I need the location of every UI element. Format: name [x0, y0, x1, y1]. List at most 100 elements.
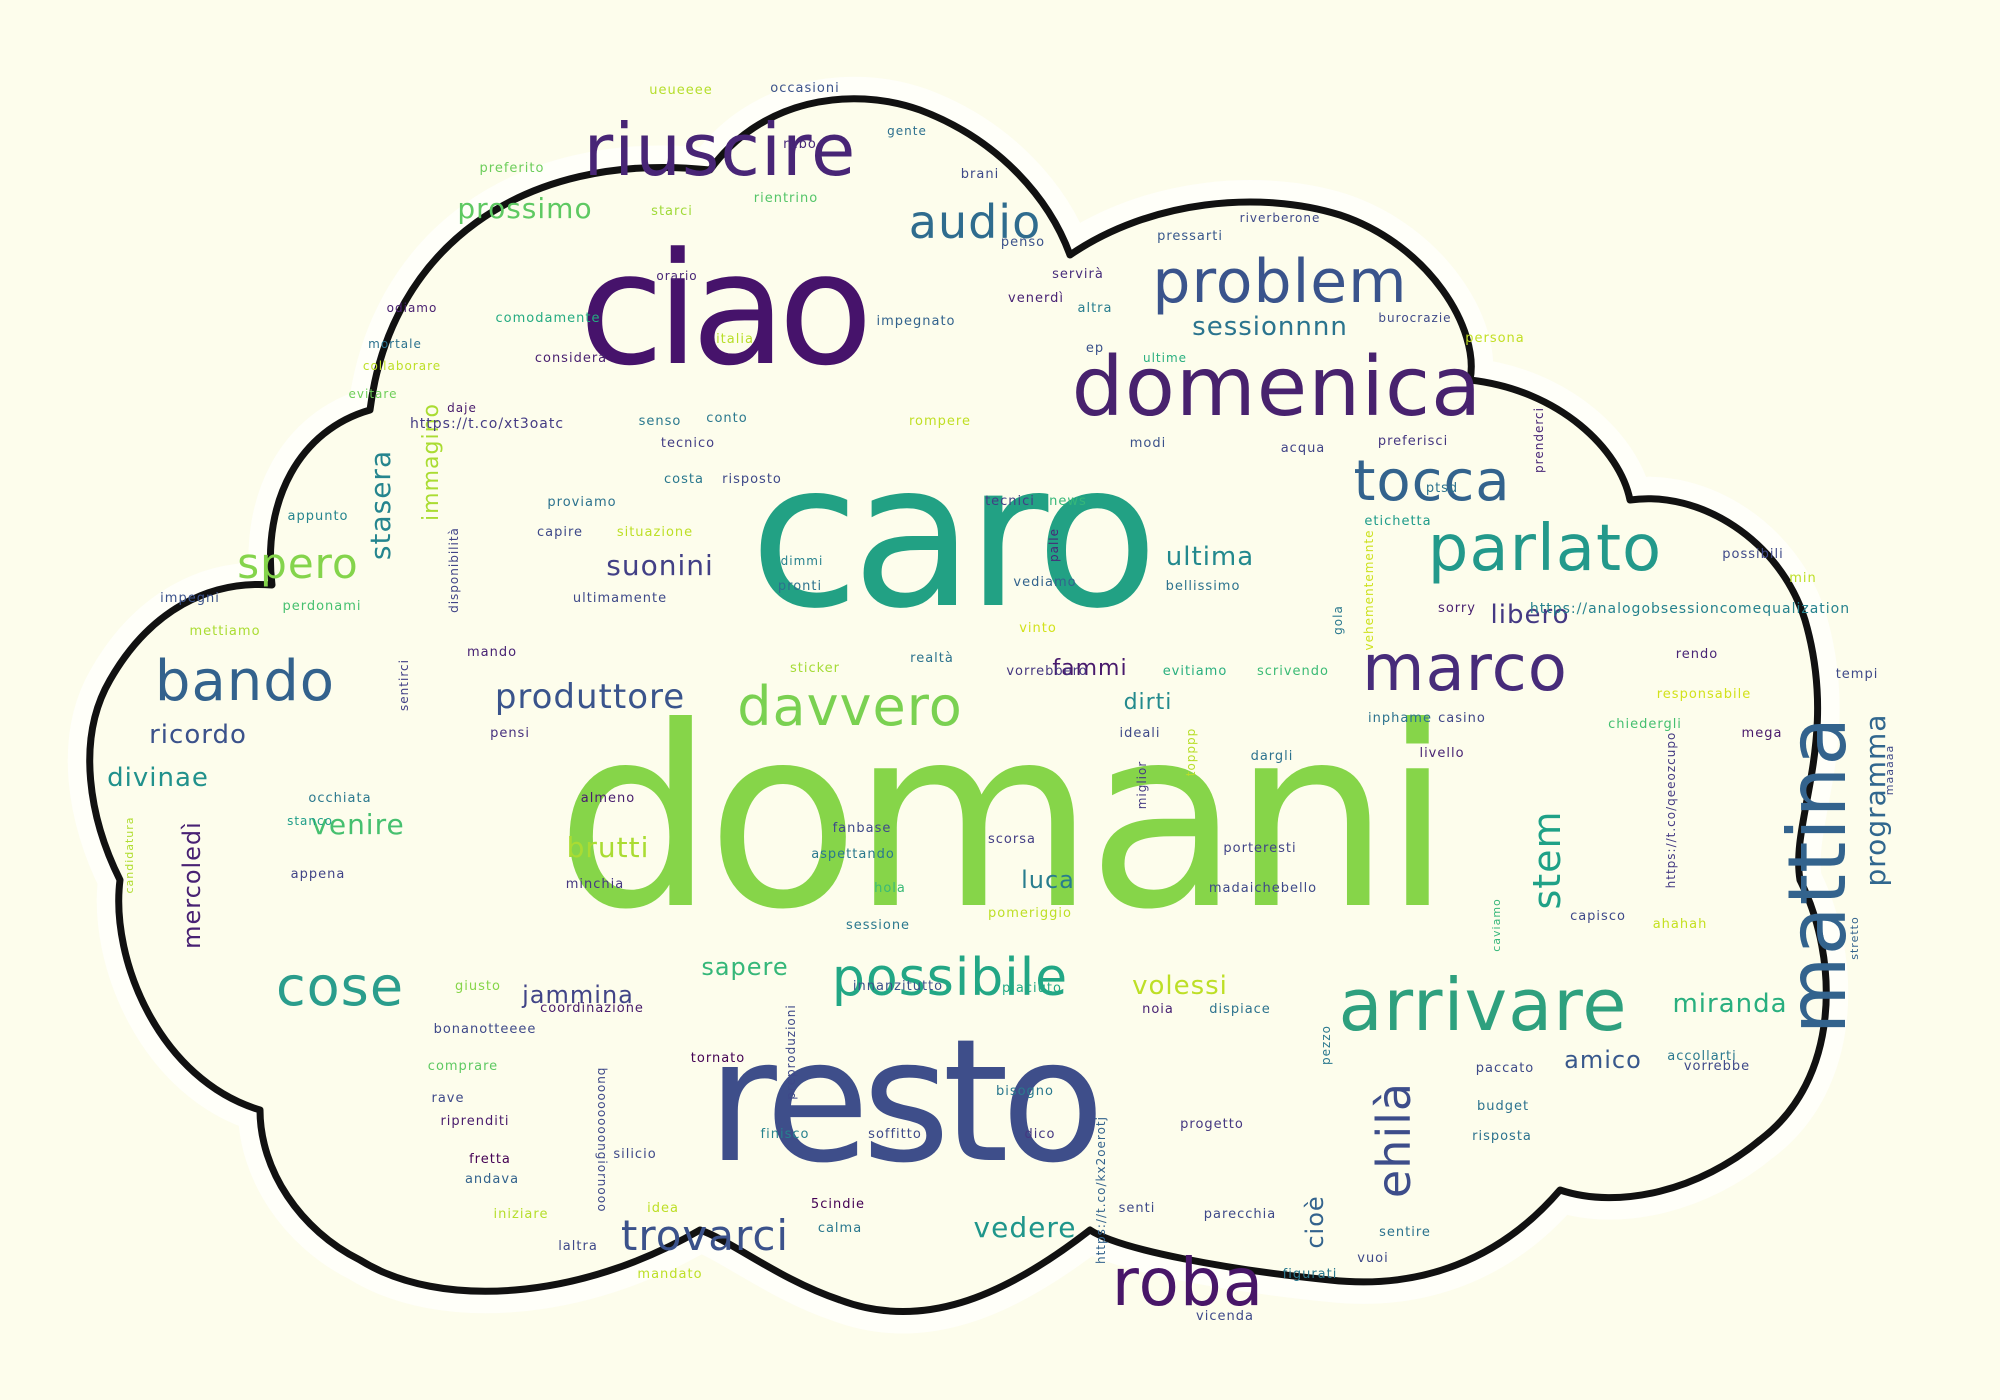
- word-risposta: risposta: [1472, 1129, 1532, 1144]
- word-occasioni: occasioni: [770, 81, 839, 96]
- word-sorry: sorry: [1438, 601, 1476, 616]
- word-ultimamente: ultimamente: [573, 591, 667, 606]
- word-miranda: miranda: [1672, 989, 1787, 1019]
- word-collaborare: collaborare: [363, 359, 441, 373]
- word-ricordo: ricordo: [149, 720, 247, 750]
- word-topppp: topppp: [1184, 728, 1198, 777]
- word-progetto: progetto: [1180, 1117, 1244, 1132]
- word-servir-: servirà: [1052, 267, 1104, 282]
- word-responsabile: responsabile: [1657, 687, 1752, 702]
- word-bonanotteeee: bonanotteeee: [434, 1022, 537, 1037]
- word-finisco: finisco: [761, 1127, 810, 1142]
- word-vediamo: vediamo: [1013, 575, 1076, 590]
- word-comprare: comprare: [428, 1059, 498, 1074]
- word-mattina: mattina: [1771, 716, 1864, 1035]
- word-rendo: rendo: [1676, 647, 1719, 662]
- word-laltra: laltra: [558, 1239, 598, 1254]
- word-vinto: vinto: [1019, 621, 1057, 636]
- word-ideali: ideali: [1119, 726, 1160, 741]
- word-mercoled-: mercoledì: [178, 821, 206, 949]
- word-mega: mega: [1742, 726, 1783, 741]
- word-tocca: tocca: [1353, 449, 1510, 514]
- word-accollarti: accollarti: [1667, 1049, 1736, 1064]
- word-domani: domani: [556, 673, 1444, 964]
- word-parlato: parlato: [1428, 512, 1662, 586]
- word-pezzo: pezzo: [1319, 1025, 1333, 1065]
- word-ciao: ciao: [579, 219, 865, 400]
- word-sentirci: sentirci: [397, 659, 411, 711]
- word-fanbase: fanbase: [833, 821, 892, 836]
- word-ptsd: ptsd: [1426, 481, 1458, 496]
- word-realt-: realtà: [910, 651, 954, 666]
- word-ultima: ultima: [1166, 542, 1254, 572]
- word-prossimo: prossimo: [457, 192, 592, 225]
- word-cose: cose: [276, 955, 404, 1018]
- word-maaaaa: maaaaa: [1883, 745, 1896, 795]
- word-situazione: situazione: [617, 525, 693, 540]
- word-italia: italia: [716, 332, 754, 347]
- word-ueueeee: ueueeee: [649, 83, 712, 98]
- word-vehementemente: vehementemente: [1362, 529, 1376, 650]
- word-noia: noia: [1142, 1002, 1174, 1017]
- word-riuscire: riuscire: [584, 108, 857, 192]
- word-libero: libero: [1491, 600, 1570, 630]
- word-casino: casino: [1438, 711, 1486, 726]
- word-bisogno: bisogno: [996, 1084, 1054, 1099]
- word-buooooooongiornooo: buooooooongiornooo: [595, 1068, 609, 1213]
- word-almeno: almeno: [581, 791, 635, 806]
- word-ahahah: ahahah: [1653, 917, 1708, 932]
- word-capisco: capisco: [1570, 909, 1626, 924]
- word-caro: caro: [750, 420, 1151, 653]
- word-volessi: volessi: [1132, 971, 1228, 1001]
- word-penso: penso: [1001, 235, 1045, 250]
- word-senti: senti: [1119, 1201, 1156, 1216]
- word-evitare: evitare: [349, 387, 398, 401]
- word-madaichebello: madaichebello: [1209, 881, 1317, 896]
- word-pensi: pensi: [490, 726, 530, 741]
- word-palle: palle: [1047, 528, 1061, 562]
- word-silicio: silicio: [613, 1147, 656, 1162]
- word-vedere: vedere: [974, 1211, 1077, 1244]
- word-stem: stem: [1525, 810, 1569, 909]
- word-sticker: sticker: [790, 661, 840, 676]
- word-davvero: davvero: [737, 675, 963, 738]
- word-etichetta: etichetta: [1364, 514, 1431, 529]
- word-calma: calma: [818, 1221, 862, 1236]
- word-soffitto: soffitto: [868, 1127, 922, 1142]
- word-occhiata: occhiata: [308, 791, 371, 806]
- word-mandato: mandato: [637, 1267, 702, 1282]
- word-cio-: cioè: [1301, 1195, 1329, 1248]
- word-riprenditi: riprenditi: [440, 1114, 509, 1129]
- word-ultime: ultime: [1143, 351, 1187, 365]
- word-dispiace: dispiace: [1209, 1002, 1271, 1017]
- word-brutti: brutti: [567, 831, 650, 864]
- word-rientrino: rientrino: [754, 191, 818, 206]
- word-5cindie: 5cindie: [811, 1197, 865, 1212]
- word-vicenda: vicenda: [1196, 1309, 1254, 1324]
- word-https-t-co-qeeozcupo: https://t.co/qeeozcupo: [1664, 732, 1678, 889]
- word-comodamente: comodamente: [496, 311, 601, 326]
- word-rubo: rubo: [783, 137, 817, 152]
- word-possibili: possibili: [1722, 547, 1783, 562]
- word-coordinazione: coordinazione: [540, 1001, 644, 1016]
- word-gola: gola: [1331, 605, 1345, 635]
- word-https-analogobsessioncomequalization: https://analogobsessioncomequalization: [1530, 601, 1850, 617]
- word-inphame: inphame: [1368, 711, 1432, 726]
- word-impegni: impegni: [160, 591, 220, 606]
- word-riverberone: riverberone: [1240, 211, 1321, 225]
- word-dargli: dargli: [1251, 749, 1294, 764]
- word-roba: roba: [1112, 1244, 1264, 1321]
- word-arrivare: arrivare: [1338, 963, 1627, 1047]
- word-rompere: rompere: [909, 414, 971, 429]
- word-vorrebbe: vorrebbe: [1684, 1059, 1750, 1074]
- word-livello: livello: [1419, 746, 1464, 761]
- word-appena: appena: [291, 867, 346, 882]
- word-pomeriggio: pomeriggio: [988, 906, 1072, 921]
- word-giusto: giusto: [455, 979, 501, 994]
- word-https-t-co-xt3oatc: https://t.co/xt3oatc: [410, 416, 564, 432]
- word-scrivendo: scrivendo: [1257, 664, 1329, 679]
- word-proviamo: proviamo: [547, 495, 616, 510]
- word-costa: costa: [664, 472, 704, 487]
- word-tornato: tornato: [691, 1051, 745, 1066]
- word-andava: andava: [465, 1172, 519, 1187]
